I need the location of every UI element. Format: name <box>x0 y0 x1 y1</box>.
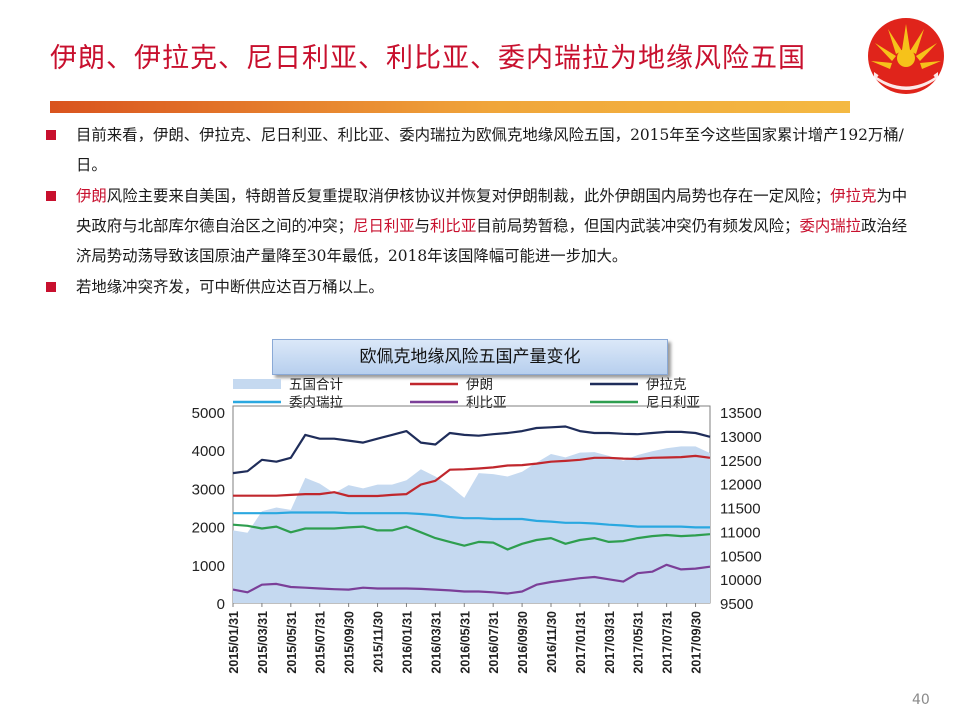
series-line-5 <box>232 523 711 551</box>
legend-label: 伊拉克 <box>646 377 687 392</box>
chart-title: 欧佩克地缘风险五国产量变化 <box>272 339 668 375</box>
x-tick-label: 2016/03/31 <box>429 611 443 674</box>
y-left-tick-label: 1000 <box>192 558 225 575</box>
y-right-tick-label: 12000 <box>720 477 762 494</box>
bullet-text: 目前局势暂稳，但国内武装冲突仍有频发风险； <box>476 217 800 235</box>
x-tick-label: 2017/01/31 <box>574 611 588 674</box>
x-tick-label: 2016/05/31 <box>458 611 472 674</box>
x-tick-label: 2015/07/31 <box>314 611 328 674</box>
y-right-tick-label: 11000 <box>720 524 761 541</box>
x-tick-label: 2016/01/31 <box>400 611 414 674</box>
x-tick-label: 2016/11/30 <box>545 611 559 673</box>
legend-label: 伊朗 <box>466 377 493 392</box>
title-underline-bar <box>50 101 850 113</box>
x-tick-label: 2017/07/31 <box>661 611 675 674</box>
highlighted-country: 委内瑞拉 <box>799 217 862 235</box>
legend-label: 五国合计 <box>289 377 343 392</box>
series-area-0 <box>233 446 710 603</box>
y-right-tick-label: 13500 <box>720 405 762 422</box>
page-number: 40 <box>912 692 930 708</box>
bullet-text: 为中央政府与北部库尔德自治区之间的冲突； <box>76 187 908 235</box>
x-tick-label: 2016/09/30 <box>516 611 530 674</box>
y-left-tick-label: 0 <box>217 596 225 613</box>
x-tick-label: 2015/01/31 <box>227 611 241 674</box>
y-right-tick-label: 10500 <box>720 548 762 565</box>
y-left-tick-label: 5000 <box>192 405 225 422</box>
bullet-text: 与 <box>414 217 431 235</box>
bullet-square-icon <box>46 282 56 292</box>
series-line-4 <box>232 563 711 595</box>
highlighted-country: 伊拉克 <box>830 187 877 205</box>
legend-label: 利比亚 <box>466 395 507 410</box>
slide-title: 伊朗、伊拉克、尼日利亚、利比亚、委内瑞拉为地缘风险五国 <box>50 43 806 74</box>
legend-label: 尼日利亚 <box>646 395 700 410</box>
series-line-2 <box>232 425 711 475</box>
bullet-item: 若地缘冲突齐发，可中断供应达百万桶以上。 <box>42 272 912 302</box>
x-tick-label: 2015/11/30 <box>372 611 386 673</box>
x-tick-label: 2017/05/31 <box>632 611 646 674</box>
y-right-tick-label: 12500 <box>720 453 762 470</box>
x-tick-label: 2017/09/30 <box>690 611 704 674</box>
legend-swatch <box>233 379 281 389</box>
x-tick-label: 2016/07/31 <box>487 611 501 674</box>
plot-frame <box>232 405 711 604</box>
company-logo-icon <box>868 18 944 94</box>
bullet-text: 若地缘冲突齐发，可中断供应达百万桶以上。 <box>76 278 384 296</box>
bullet-text: 目前来看，伊朗、伊拉克、尼日利亚、利比亚、委内瑞拉为欧佩克地缘风险五国，2015… <box>76 126 904 174</box>
y-left-tick-label: 2000 <box>192 520 225 537</box>
legend-label: 委内瑞拉 <box>289 395 343 410</box>
x-tick-label: 2015/09/30 <box>343 611 357 674</box>
highlighted-country: 尼日利亚 <box>353 217 415 235</box>
highlighted-country: 利比亚 <box>430 217 477 235</box>
series-line-1 <box>233 454 711 498</box>
x-tick-label: 2017/03/31 <box>603 611 617 674</box>
y-right-tick-label: 11500 <box>720 501 761 518</box>
bullet-square-icon <box>46 191 56 201</box>
series-line-3 <box>233 511 710 529</box>
y-right-tick-label: 10000 <box>720 572 762 589</box>
x-tick-label: 2015/05/31 <box>285 611 299 674</box>
y-left-tick-label: 4000 <box>192 443 225 460</box>
bullet-square-icon <box>46 130 56 140</box>
bullet-item: 目前来看，伊朗、伊拉克、尼日利亚、利比亚、委内瑞拉为欧佩克地缘风险五国，2015… <box>42 120 912 180</box>
bullet-list: 目前来看，伊朗、伊拉克、尼日利亚、利比亚、委内瑞拉为欧佩克地缘风险五国，2015… <box>42 120 912 303</box>
x-tick-label: 2015/03/31 <box>256 611 270 674</box>
y-left-tick-label: 3000 <box>192 481 225 498</box>
bullet-item: 伊朗风险主要来自美国，特朗普反复重提取消伊核协议并恢复对伊朗制裁，此外伊朗国内局… <box>42 181 912 271</box>
bullet-text: 政治经济局势动荡导致该国原油产量降至30年最低，2018年该国降幅可能进一步加大… <box>76 217 908 265</box>
bullet-text: 风险主要来自美国，特朗普反复重提取消伊核协议并恢复对伊朗制裁，此外伊朗国内局势也… <box>106 187 831 205</box>
y-right-tick-label: 13000 <box>720 429 762 446</box>
highlighted-country: 伊朗 <box>76 187 107 205</box>
y-right-tick-label: 9500 <box>720 596 753 613</box>
